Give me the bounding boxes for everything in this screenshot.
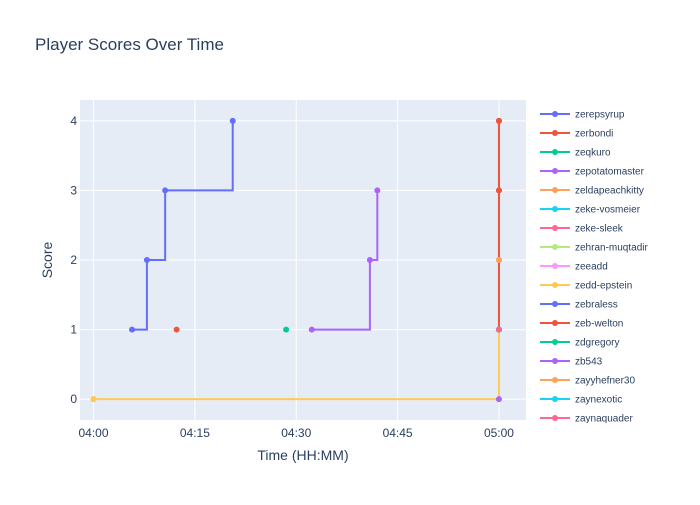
legend-label: zedd-epstein [575, 281, 632, 292]
x-axis-ticks: 04:00 04:15 04:30 04:45 05:00 [78, 426, 514, 440]
legend-item[interactable]: zeb-welton [540, 319, 623, 330]
y-tick-label: 1 [70, 323, 77, 337]
legend-label: zeqkuro [575, 148, 611, 159]
data-point [162, 187, 169, 194]
series-zerbondi [173, 326, 180, 333]
data-point [90, 396, 97, 403]
x-tick-label: 05:00 [484, 426, 514, 440]
data-point [143, 257, 150, 263]
legend-swatch-marker [552, 301, 558, 307]
data-point [495, 326, 502, 333]
series-zb543 [495, 396, 502, 403]
series-layer [90, 117, 502, 403]
legend-swatch-marker [552, 111, 558, 117]
legend-label: zepotatomaster [575, 167, 645, 178]
legend-item[interactable]: zerbondi [540, 129, 613, 140]
legend-swatch-marker [552, 149, 558, 155]
data-point [495, 257, 502, 263]
data-point [495, 187, 502, 194]
x-tick-label: 04:30 [281, 426, 311, 440]
legend-swatch-marker [552, 396, 558, 402]
legend-label: zehran-muqtadir [575, 243, 648, 254]
data-point [495, 117, 502, 124]
legend-item[interactable]: zerepsyrup [540, 110, 625, 121]
data-point [374, 187, 381, 194]
legend-swatch-marker [552, 282, 558, 288]
legend-label: zeke-vosmeier [575, 205, 641, 216]
y-tick-label: 3 [70, 183, 77, 197]
data-point [308, 326, 315, 333]
y-axis-ticks: 0 1 2 3 4 [70, 114, 77, 406]
legend-swatch-marker [552, 339, 558, 345]
legend-label: zb543 [575, 357, 603, 368]
legend-item[interactable]: zdgregory [540, 338, 619, 349]
legend-label: zebraless [575, 300, 618, 311]
x-tick-label: 04:15 [180, 426, 210, 440]
legend-label: zeb-welton [575, 319, 623, 330]
legend-item[interactable]: zaynexotic [540, 395, 622, 406]
legend-item[interactable]: zeeadd [540, 262, 608, 273]
series-line [132, 120, 234, 331]
data-point [229, 117, 236, 124]
legend-label: zeldapeachkitty [575, 186, 644, 197]
data-point [366, 257, 373, 263]
series-zepotatomaster [308, 187, 381, 333]
x-axis-title: Time (HH:MM) [257, 447, 348, 463]
x-tick-label: 04:00 [78, 426, 108, 440]
x-tick-label: 04:45 [383, 426, 413, 440]
legend-item[interactable]: zehran-muqtadir [540, 243, 648, 254]
legend-label: zdgregory [575, 338, 619, 349]
y-tick-label: 4 [70, 114, 77, 128]
legend-label: zerbondi [575, 129, 613, 140]
legend-swatch-marker [552, 263, 558, 269]
legend-item[interactable]: zeke-sleek [540, 224, 624, 235]
legend-item[interactable]: zedd-epstein [540, 281, 632, 292]
legend-item[interactable]: zb543 [540, 357, 603, 368]
legend-label: zeeadd [575, 262, 608, 273]
legend-label: zeke-sleek [575, 224, 624, 235]
legend-swatch-marker [552, 320, 558, 326]
chart-title: Player Scores Over Time [35, 35, 224, 54]
legend-item[interactable]: zaynaquader [540, 414, 633, 425]
legend-swatch-marker [552, 168, 558, 174]
legend-swatch-marker [552, 130, 558, 136]
legend-item[interactable]: zepotatomaster [540, 167, 645, 178]
data-point [495, 396, 502, 403]
data-point [129, 326, 136, 333]
series-zayyhefner30 [495, 257, 502, 263]
legend-swatch-marker [552, 244, 558, 250]
legend-item[interactable]: zayyhefner30 [540, 376, 635, 387]
legend-swatch-marker [552, 415, 558, 421]
legend[interactable]: zerepsyrup zerbondi zeqkuro zepotatomaster z… [540, 110, 648, 425]
y-tick-label: 2 [70, 253, 77, 267]
y-tick-label: 0 [70, 392, 77, 406]
legend-swatch-marker [552, 206, 558, 212]
legend-item[interactable]: zebraless [540, 300, 618, 311]
legend-label: zaynaquader [575, 414, 633, 425]
legend-label: zaynexotic [575, 395, 622, 406]
data-point [283, 326, 290, 333]
legend-swatch-marker [552, 377, 558, 383]
series-zaynaquader [495, 326, 502, 333]
data-point [173, 326, 180, 333]
series-zerepsyrup [129, 117, 236, 333]
legend-item[interactable]: zeke-vosmeier [540, 205, 641, 216]
legend-label: zayyhefner30 [575, 376, 635, 387]
legend-label: zerepsyrup [575, 110, 625, 121]
legend-swatch-marker [552, 358, 558, 364]
legend-swatch-marker [552, 225, 558, 231]
legend-swatch-marker [552, 187, 558, 193]
legend-item[interactable]: zeldapeachkitty [540, 186, 644, 197]
series-zeqkuro [283, 326, 290, 333]
legend-item[interactable]: zeqkuro [540, 148, 611, 159]
y-axis-title: Score [39, 242, 55, 279]
